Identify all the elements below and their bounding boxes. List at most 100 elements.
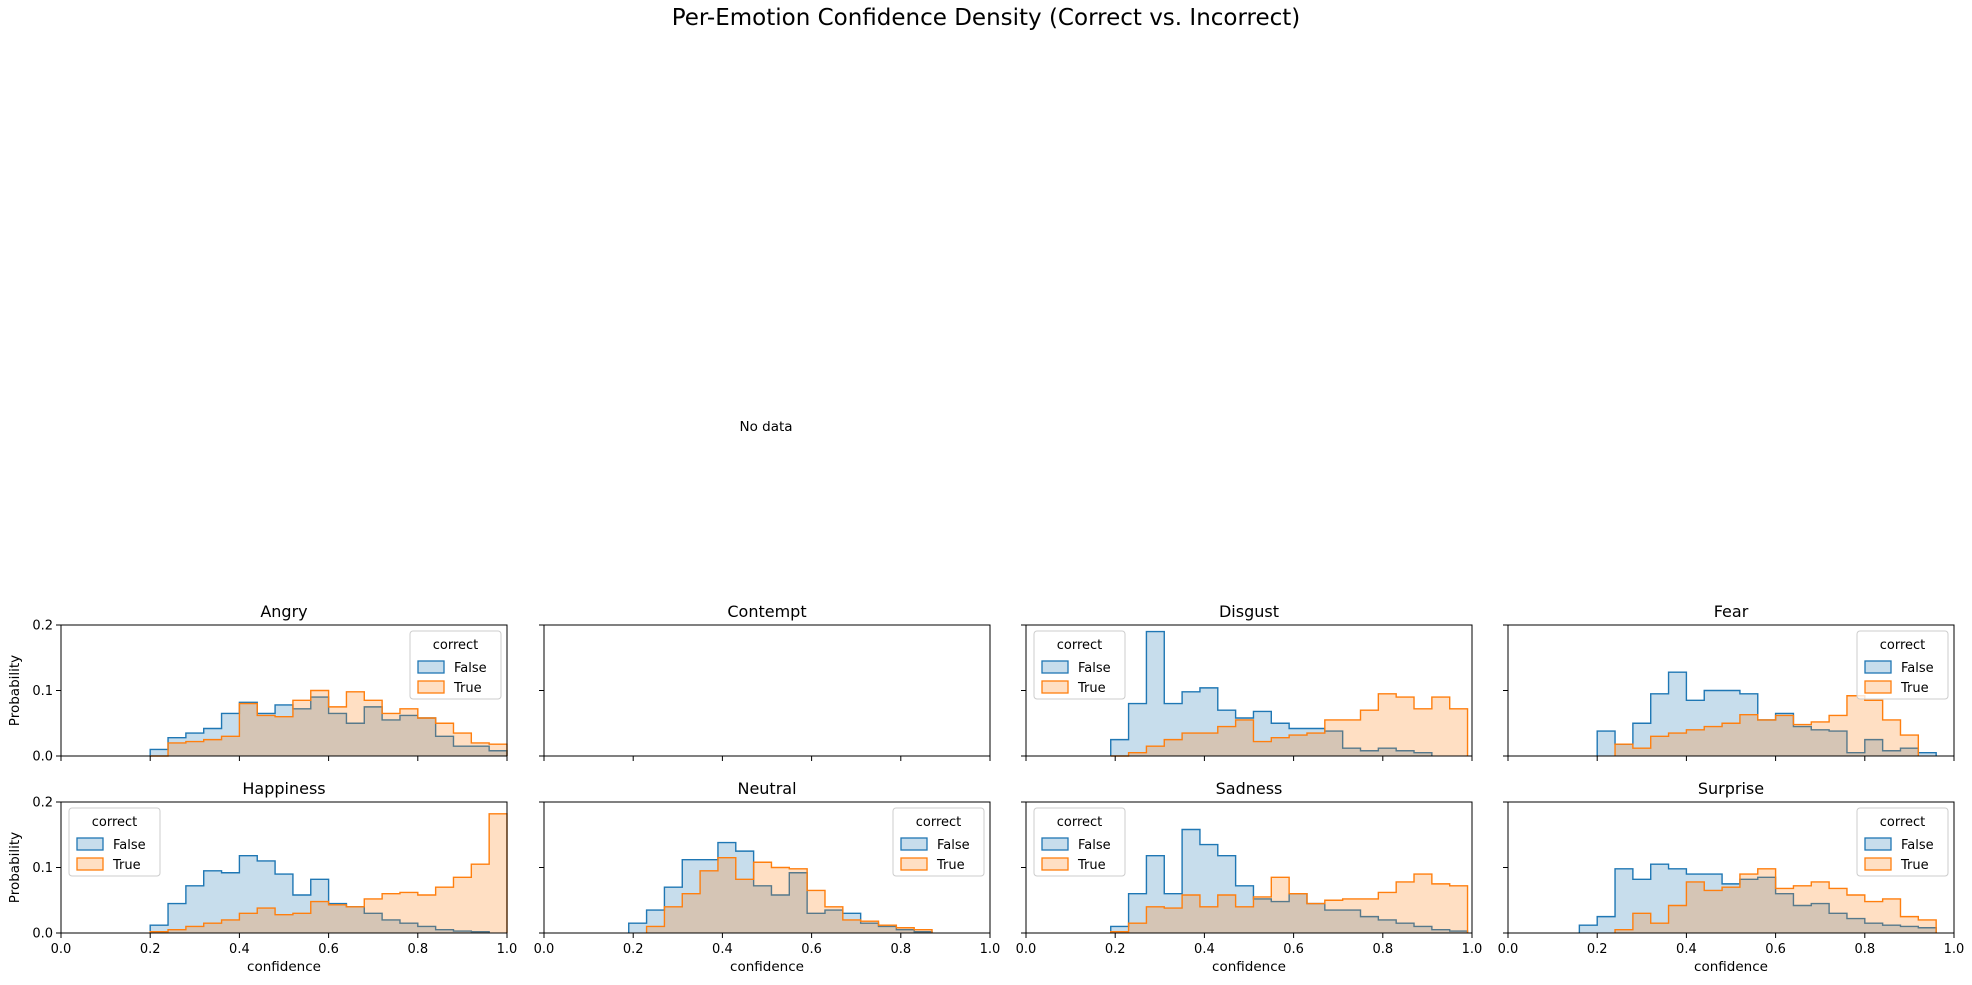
legend-box bbox=[68, 807, 161, 877]
subplot-sadness-xtick-label: 0.2 bbox=[1105, 942, 1126, 957]
legend-swatch-false bbox=[1041, 660, 1069, 674]
legend-box bbox=[1033, 630, 1126, 700]
subplot-disgust: Disgust correct False True bbox=[1021, 602, 1473, 761]
subplot-surprise-true-fill bbox=[1615, 868, 1937, 933]
subplot-neutral-title: Neutral bbox=[737, 779, 796, 798]
legend-swatch-true bbox=[900, 857, 928, 871]
legend-title: correct bbox=[916, 815, 962, 830]
subplot-neutral-xtick-label: 0.4 bbox=[712, 942, 733, 957]
subplot-angry-ytick-label: 0.1 bbox=[32, 684, 53, 699]
subplot-surprise-true-step-line bbox=[1614, 868, 1937, 933]
subplot-neutral: 0.0 0.2 0.4 0.6 0.8 1.0 Neutral confidence corre… bbox=[534, 779, 1001, 975]
subplot-sadness-false-step-line bbox=[1110, 828, 1469, 933]
subplot-disgust-false-fill bbox=[1110, 631, 1432, 756]
subplot-sadness-true-step-line bbox=[1110, 873, 1469, 933]
subplot-happiness-xlabel: confidence bbox=[247, 959, 321, 975]
subplot-disgust-legend: correct False True bbox=[1033, 630, 1126, 700]
subplot-disgust-title: Disgust bbox=[1219, 602, 1279, 621]
subplot-fear-title: Fear bbox=[1714, 602, 1749, 621]
subplot-disgust-false-step-line bbox=[1110, 630, 1433, 756]
legend-label-false: False bbox=[937, 838, 970, 853]
subplot-happiness-title: Happiness bbox=[242, 779, 325, 798]
subplot-neutral-false-step-line bbox=[628, 841, 933, 933]
legend-label-false: False bbox=[1901, 838, 1934, 853]
legend-box bbox=[892, 807, 985, 877]
subplot-sadness-xlabel: confidence bbox=[1212, 959, 1286, 975]
subplot-contempt-frame bbox=[543, 624, 991, 757]
legend-swatch-true bbox=[1041, 857, 1069, 871]
subplot-sadness-xtick-label: 0.0 bbox=[1016, 942, 1037, 957]
subplot-surprise: 0.0 0.2 0.4 0.6 0.8 1.0 Surprise confidence corr… bbox=[1498, 779, 1965, 975]
legend-swatch-false bbox=[417, 660, 445, 674]
legend-label-false: False bbox=[1078, 661, 1111, 676]
subplot-surprise-xtick-label: 0.8 bbox=[1854, 942, 1875, 957]
subplot-neutral-xlabel: confidence bbox=[730, 959, 804, 975]
legend-title: correct bbox=[1057, 638, 1103, 653]
subplot-contempt: Contempt bbox=[539, 602, 991, 761]
no-data-label: No data bbox=[739, 419, 793, 435]
subplot-angry-ylabel: Probability bbox=[7, 655, 23, 726]
subplot-angry: 0.0 0.1 0.2 Angry Probability correct False Tru… bbox=[7, 602, 508, 765]
subplot-fear-false-fill bbox=[1597, 672, 1937, 756]
legend-swatch-false bbox=[1864, 837, 1892, 851]
legend-swatch-false bbox=[1041, 837, 1069, 851]
subplot-happiness-false-fill bbox=[150, 855, 490, 933]
legend-label-false: False bbox=[113, 838, 146, 853]
subplot-happiness-true-step-line bbox=[149, 813, 508, 933]
subplot-happiness-ytick-label: 0.0 bbox=[32, 927, 53, 942]
subplot-sadness-xtick-label: 0.8 bbox=[1372, 942, 1393, 957]
legend-title: correct bbox=[433, 638, 479, 653]
legend-box bbox=[409, 630, 502, 700]
legend-label-true: True bbox=[453, 681, 482, 696]
subplot-happiness-xtick-label: 0.2 bbox=[140, 942, 161, 957]
subplot-surprise-xtick-label: 1.0 bbox=[1944, 942, 1965, 957]
subplot-neutral-true-fill bbox=[646, 857, 933, 933]
subplot-happiness-ylabel: Probability bbox=[7, 832, 23, 903]
legend-swatch-true bbox=[1041, 680, 1069, 694]
legend-swatch-true bbox=[1864, 857, 1892, 871]
subplot-surprise-xtick-label: 0.0 bbox=[1498, 942, 1519, 957]
legend-title: correct bbox=[1057, 815, 1103, 830]
subplot-sadness-xtick-label: 0.4 bbox=[1194, 942, 1215, 957]
subplot-happiness-xtick-label: 0.6 bbox=[318, 942, 339, 957]
legend-label-true: True bbox=[112, 858, 141, 873]
subplot-surprise-title: Surprise bbox=[1698, 779, 1764, 798]
legend-box bbox=[1033, 807, 1126, 877]
subplot-sadness-xtick-label: 0.6 bbox=[1283, 942, 1304, 957]
legend-swatch-false bbox=[76, 837, 104, 851]
figure-suptitle: Per-Emotion Confidence Density (Correct … bbox=[671, 5, 1301, 31]
subplot-happiness-legend: correct False True bbox=[68, 807, 161, 877]
subplot-happiness-true-fill bbox=[150, 813, 507, 933]
subplot-surprise-xtick-label: 0.2 bbox=[1587, 942, 1608, 957]
subplot-happiness: 0.0 0.2 0.4 0.6 0.8 1.0 0.0 0.1 0.2 Happiness conf… bbox=[7, 779, 517, 975]
subplot-angry-legend: correct False True bbox=[409, 630, 502, 700]
legend-label-false: False bbox=[1078, 838, 1111, 853]
subplot-neutral-true-step-line bbox=[645, 856, 933, 933]
legend-title: correct bbox=[1880, 815, 1926, 830]
subplot-sadness-xtick-label: 1.0 bbox=[1462, 942, 1483, 957]
subplot-surprise-legend: correct False True bbox=[1856, 807, 1949, 877]
subplot-surprise-xtick-label: 0.6 bbox=[1765, 942, 1786, 957]
legend-swatch-true bbox=[417, 680, 445, 694]
subplot-surprise-false-step-line bbox=[1578, 863, 1937, 933]
legend-label-true: True bbox=[936, 858, 965, 873]
subplot-neutral-xtick-label: 1.0 bbox=[980, 942, 1001, 957]
subplot-surprise-xtick-label: 0.4 bbox=[1676, 942, 1697, 957]
subplot-fear-true-fill bbox=[1615, 695, 1919, 756]
legend-box bbox=[1856, 807, 1949, 877]
subplot-neutral-false-fill bbox=[628, 842, 933, 933]
legend-label-true: True bbox=[1900, 858, 1929, 873]
subplot-happiness-ytick-label: 0.2 bbox=[32, 796, 53, 811]
subplot-angry-true-step-line bbox=[150, 689, 508, 757]
legend-swatch-false bbox=[1864, 660, 1892, 674]
legend-title: correct bbox=[1880, 638, 1926, 653]
subplot-neutral-xtick-label: 0.6 bbox=[801, 942, 822, 957]
subplot-happiness-xtick-label: 0.8 bbox=[407, 942, 428, 957]
subplot-happiness-ytick-label: 0.1 bbox=[32, 861, 53, 876]
legend-swatch-false bbox=[900, 837, 928, 851]
legend-label-false: False bbox=[1901, 661, 1934, 676]
legend-title: correct bbox=[92, 815, 138, 830]
subplot-sadness: 0.0 0.2 0.4 0.6 0.8 1.0 Sadness confidence corre… bbox=[1016, 779, 1483, 975]
legend-label-true: True bbox=[1077, 681, 1106, 696]
